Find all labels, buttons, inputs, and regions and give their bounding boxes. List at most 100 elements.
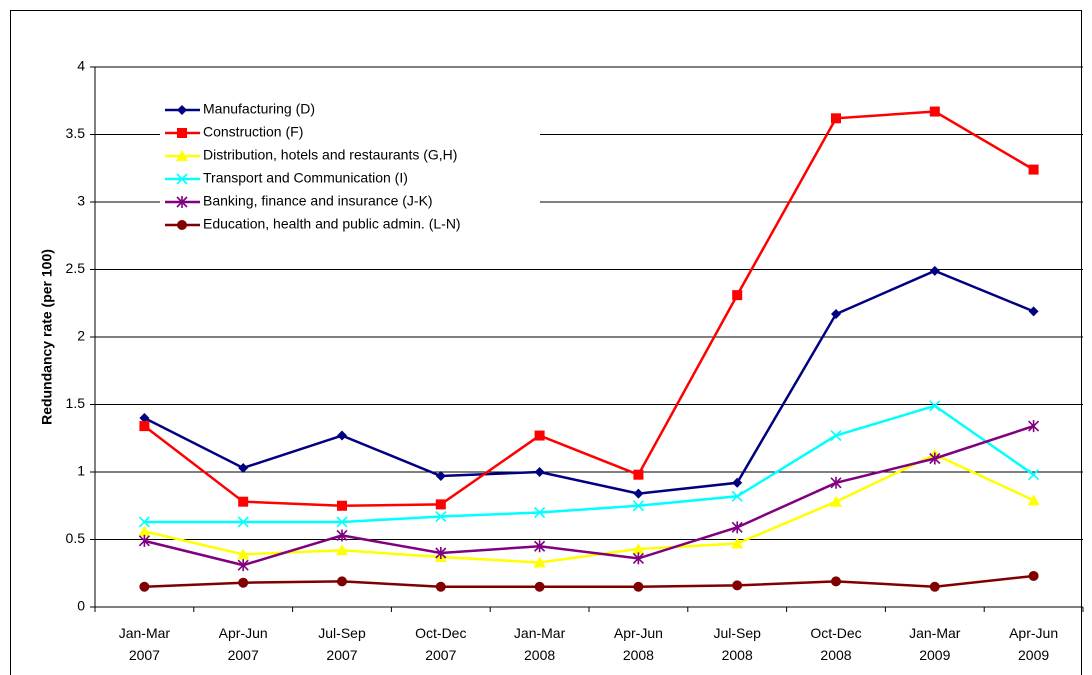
data-point	[238, 496, 249, 507]
data-point	[633, 469, 644, 480]
data-point	[337, 576, 347, 587]
x-tick-label: Apr-Jun 2007	[219, 625, 268, 663]
data-point	[633, 488, 644, 499]
y-tick-label: 3.5	[66, 125, 86, 141]
data-point	[830, 429, 842, 442]
data-point	[534, 540, 546, 553]
x-tick-label: Oct-Dec 2007	[415, 625, 466, 663]
data-point	[929, 106, 940, 117]
data-point	[534, 430, 545, 441]
data-point	[732, 580, 743, 591]
x-tick-label: Apr-Jun 2009	[1009, 625, 1058, 663]
data-point	[632, 552, 644, 565]
x-tick-label: Jul-Sep 2007	[318, 625, 366, 663]
series-line	[143, 269, 1035, 495]
data-point	[633, 581, 644, 592]
data-point	[632, 542, 645, 554]
x-tick-label: Jan-Mar 2009	[909, 625, 961, 663]
data-point	[1028, 164, 1039, 175]
data-point	[732, 290, 743, 301]
data-point	[831, 576, 841, 587]
data-point	[435, 499, 446, 510]
data-point	[1028, 469, 1040, 481]
y-tick-label: 1.5	[66, 395, 86, 411]
y-tick-label: 0.5	[66, 530, 86, 546]
legend-marker	[176, 173, 188, 185]
data-point	[138, 534, 150, 547]
data-point	[238, 462, 249, 473]
data-point	[831, 309, 841, 320]
series-line	[143, 110, 1035, 508]
data-point	[238, 577, 249, 588]
data-point	[337, 500, 347, 511]
data-point	[534, 581, 545, 592]
x-tick-label: Jul-Sep 2008	[713, 625, 761, 663]
data-point	[929, 265, 940, 276]
data-point	[632, 500, 644, 512]
data-point	[139, 421, 150, 432]
legend-marker	[176, 150, 188, 161]
legend-label: Construction (F)	[203, 124, 303, 140]
data-point	[1027, 494, 1040, 506]
y-tick-label: 4	[77, 58, 85, 74]
data-point	[237, 516, 249, 528]
data-point	[1028, 420, 1040, 433]
legend-label: Education, health and public admin. (L-N…	[203, 216, 461, 232]
legend-label: Manufacturing (D)	[203, 101, 315, 117]
chart-frame	[10, 10, 1082, 675]
data-point	[731, 490, 743, 502]
data-point	[336, 529, 348, 542]
data-point	[237, 548, 250, 560]
data-point	[533, 556, 546, 568]
series-line	[144, 453, 1035, 564]
y-axis-label: Redundancy rate (per 100)	[39, 249, 55, 425]
legend-box	[160, 96, 540, 244]
data-point	[830, 495, 842, 507]
data-point	[139, 581, 150, 592]
series-line	[144, 574, 1034, 589]
data-point	[237, 559, 249, 572]
data-point	[929, 452, 941, 465]
legend-marker	[177, 128, 187, 138]
legend-marker	[176, 196, 188, 208]
data-point	[732, 477, 743, 488]
data-point	[435, 547, 447, 559]
legend-label: Banking, finance and insurance (J-K)	[203, 193, 433, 209]
y-tick-label: 0	[77, 598, 85, 614]
series-line	[144, 424, 1034, 567]
data-point	[1028, 306, 1039, 317]
data-point	[435, 581, 446, 592]
data-point	[534, 467, 545, 477]
data-point	[1028, 570, 1039, 581]
y-tick-label: 2.5	[66, 260, 86, 276]
y-tick-label: 2	[77, 328, 85, 344]
legend-label: Transport and Communication (I)	[203, 170, 408, 186]
legend-marker	[177, 105, 187, 115]
y-tick-label: 3	[77, 193, 85, 209]
series-line	[144, 404, 1035, 524]
data-point	[831, 113, 841, 124]
data-point	[731, 521, 743, 534]
x-tick-label: Jan-Mar 2008	[514, 625, 566, 663]
x-tick-label: Apr-Jun 2008	[614, 625, 663, 663]
data-point	[337, 430, 347, 441]
legend-label: Distribution, hotels and restaurants (G,…	[203, 147, 457, 163]
x-tick-label: Oct-Dec 2008	[810, 625, 861, 663]
y-tick-label: 1	[77, 463, 85, 479]
data-point	[336, 516, 348, 528]
data-point	[139, 413, 150, 423]
data-point	[435, 510, 447, 523]
data-point	[929, 581, 940, 592]
data-point	[731, 537, 744, 549]
data-point	[830, 476, 842, 489]
legend-marker	[177, 220, 187, 230]
x-tick-label: Jan-Mar 2007	[119, 625, 171, 663]
data-point	[138, 516, 150, 528]
data-point	[138, 525, 151, 537]
data-point	[336, 544, 348, 556]
data-point	[534, 506, 546, 519]
data-point	[435, 471, 446, 482]
data-point	[929, 400, 941, 412]
